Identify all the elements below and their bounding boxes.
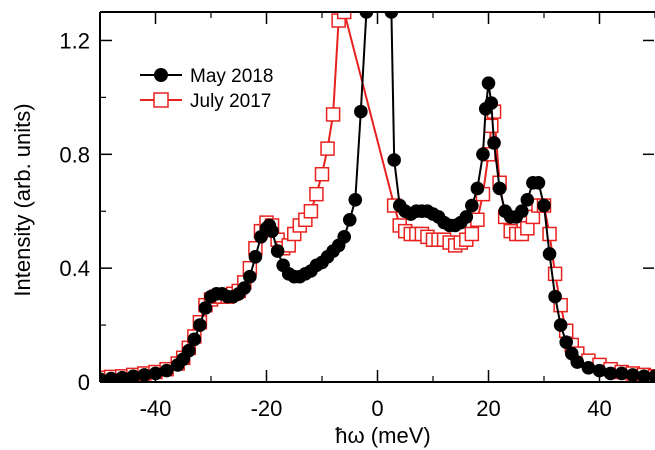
- series-may-2018: [100, 12, 655, 382]
- data-point: [548, 289, 562, 304]
- x-axis: -40 -20 0 20 40: [99, 12, 655, 421]
- data-point: [309, 186, 324, 202]
- legend-entry-july-2017: July 2017: [140, 91, 271, 112]
- y-tick-label: 1.2: [59, 28, 90, 53]
- data-point: [459, 210, 474, 224]
- data-point: [542, 226, 557, 242]
- data-point: [354, 104, 368, 119]
- data-point: [314, 166, 330, 182]
- data-point: [303, 203, 319, 219]
- data-point: [137, 368, 152, 382]
- x-tick-label: 0: [371, 396, 383, 421]
- legend-entry-may-2018: May 2018: [140, 66, 273, 87]
- data-point: [115, 370, 129, 382]
- legend-label: May 2018: [190, 66, 273, 87]
- data-point: [559, 335, 573, 349]
- series-july-2017: [100, 12, 655, 382]
- data-point: [237, 281, 252, 295]
- data-point: [265, 224, 279, 238]
- data-point: [537, 198, 551, 213]
- data-point: [515, 204, 529, 219]
- data-point: [637, 369, 651, 382]
- x-tick-label: 20: [476, 396, 500, 421]
- data-point: [484, 96, 499, 110]
- data-point: [336, 12, 352, 20]
- data-point: [243, 269, 257, 284]
- data-point: [481, 76, 496, 90]
- data-point: [464, 226, 480, 242]
- data-point: [476, 147, 490, 162]
- data-point: [384, 12, 399, 19]
- legend-marker: [154, 68, 168, 82]
- legend-label: July 2017: [190, 91, 271, 112]
- data-point: [187, 332, 202, 347]
- legend: May 2018 July 2017: [140, 66, 273, 112]
- data-point: [182, 343, 196, 358]
- data-point: [348, 193, 363, 207]
- data-point: [387, 153, 401, 167]
- data-point: [581, 360, 596, 375]
- data-point: [553, 318, 568, 332]
- y-tick-label: 0: [78, 370, 90, 395]
- y-axis-label: Intensity (arb. units): [10, 103, 35, 296]
- data-point: [603, 366, 618, 381]
- x-tick-label: -20: [251, 396, 283, 421]
- data-point: [542, 247, 557, 261]
- data-point: [320, 141, 335, 156]
- data-point: [126, 369, 141, 382]
- data-point: [626, 368, 640, 382]
- data-point: [104, 371, 118, 382]
- data-point: [484, 118, 499, 134]
- data-point: [470, 181, 485, 196]
- data-point: [648, 369, 655, 382]
- data-point: [198, 301, 213, 315]
- data-point: [465, 198, 479, 213]
- data-point: [570, 355, 585, 369]
- data-point: [159, 363, 174, 378]
- y-axis: 0 0.4 0.8 1.2: [59, 28, 654, 395]
- data-point: [492, 181, 507, 196]
- data-point: [359, 12, 374, 19]
- data-point: [193, 318, 207, 332]
- data-point: [520, 193, 535, 207]
- x-axis-label: ħω (meV): [335, 423, 430, 448]
- data-point: [342, 212, 357, 227]
- data-point: [487, 136, 501, 150]
- data-point: [325, 107, 341, 122]
- data-point: [270, 244, 285, 258]
- legend-marker: [153, 92, 169, 108]
- data-point: [614, 366, 629, 381]
- data-point: [337, 230, 352, 244]
- series-line: [100, 12, 655, 379]
- x-tick-label: 40: [587, 396, 611, 421]
- data-point: [531, 175, 546, 190]
- y-tick-label: 0.4: [59, 256, 90, 281]
- x-tick-label: -40: [140, 396, 172, 421]
- data-point: [248, 249, 263, 264]
- y-tick-label: 0.8: [59, 142, 90, 167]
